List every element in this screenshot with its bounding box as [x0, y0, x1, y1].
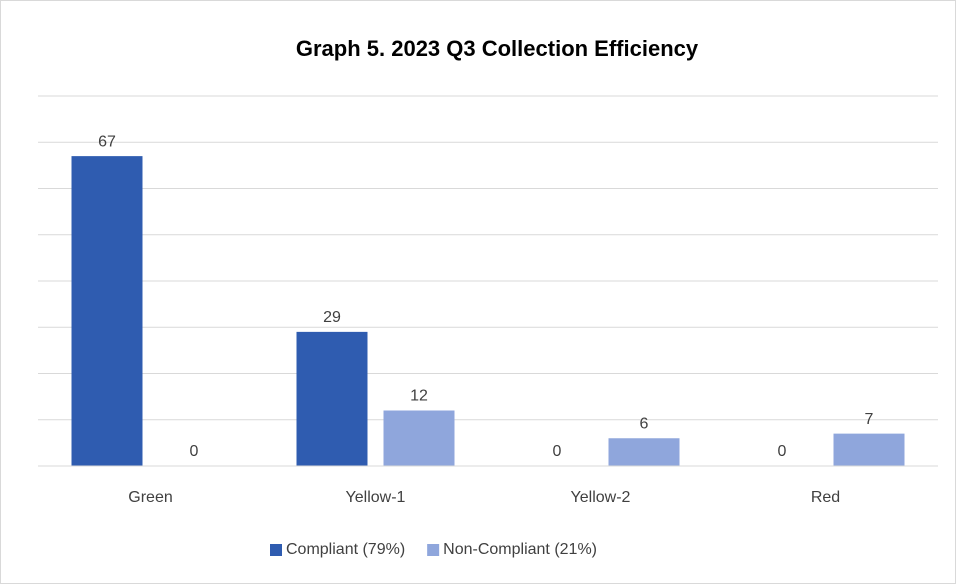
- data-label: 0: [778, 443, 787, 460]
- legend-swatch: [270, 544, 282, 556]
- data-label: 6: [640, 415, 649, 432]
- bar: [608, 438, 680, 466]
- legend-label: Non-Compliant (21%): [443, 541, 597, 558]
- x-tick-label: Yellow-2: [571, 489, 631, 506]
- data-label: 0: [553, 443, 562, 460]
- bar: [383, 410, 455, 466]
- data-label: 29: [323, 309, 341, 326]
- legend-label: Compliant (79%): [286, 541, 405, 558]
- legend-swatch: [427, 544, 440, 556]
- data-label: 0: [190, 443, 199, 460]
- x-tick-label: Yellow-1: [346, 489, 406, 506]
- bar: [296, 331, 368, 466]
- x-tick-label: Red: [811, 489, 840, 506]
- data-label: 7: [865, 411, 874, 428]
- bar: [833, 433, 905, 466]
- chart-title: Graph 5. 2023 Q3 Collection Efficiency: [296, 36, 699, 61]
- bar: [71, 156, 143, 466]
- data-label: 12: [410, 388, 428, 405]
- x-tick-label: Green: [128, 489, 172, 506]
- data-label: 67: [98, 133, 116, 150]
